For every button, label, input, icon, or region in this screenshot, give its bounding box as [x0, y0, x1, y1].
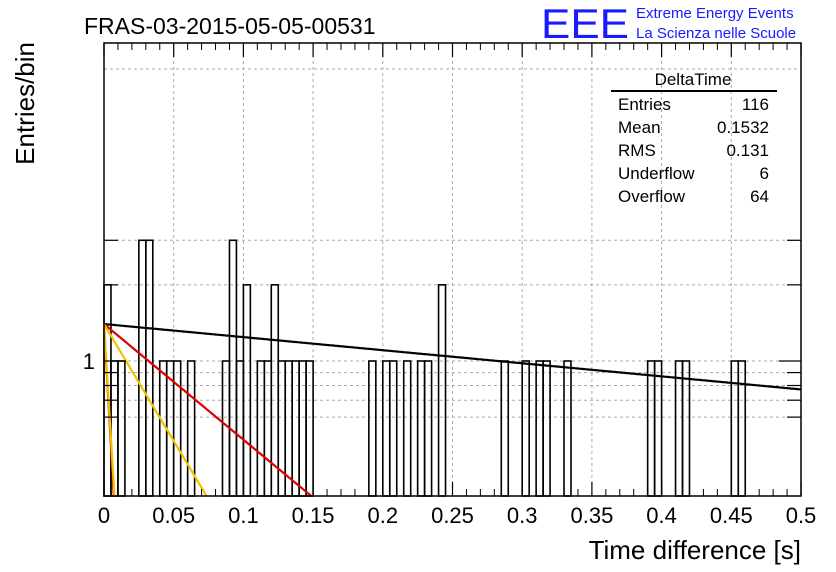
- stats-row: Mean 0.1532: [618, 118, 769, 137]
- y-axis-label: Entries/bin: [10, 42, 40, 165]
- stats-label: Entries: [618, 95, 671, 114]
- stats-box: DeltaTime Entries 116 Mean 0.1532 RMS 0.…: [611, 70, 777, 206]
- fit-curve: [103, 322, 802, 391]
- stats-title: DeltaTime: [655, 70, 732, 89]
- chart-title: FRAS-03-2015-05-05-00531: [84, 13, 376, 39]
- stats-label: Mean: [618, 118, 661, 137]
- stats-label: Underflow: [618, 164, 695, 183]
- stats-row: Entries 116: [618, 95, 769, 114]
- x-tick-label: 0.3: [507, 503, 538, 528]
- eee-logo-mark: EEE: [541, 0, 629, 47]
- eee-logo: EEE Extreme Energy Events La Scienza nel…: [541, 0, 796, 47]
- x-axis-label: Time difference [s]: [589, 535, 801, 565]
- stats-value: 64: [750, 187, 769, 206]
- stats-row: RMS 0.131: [618, 141, 769, 160]
- eee-logo-line1: Extreme Energy Events: [636, 5, 794, 22]
- stats-row: Overflow 64: [618, 187, 769, 206]
- eee-logo-line2: La Scienza nelle Scuole: [636, 25, 796, 42]
- x-tick-label: 0.2: [368, 503, 399, 528]
- y-tick-label: 1: [83, 349, 95, 374]
- stats-value: 0.131: [726, 141, 769, 160]
- gridlines: [104, 43, 801, 496]
- axis-ticks: [103, 43, 802, 496]
- x-tick-label: 0.35: [570, 503, 613, 528]
- stats-value: 0.1532: [717, 118, 769, 137]
- stats-value: 6: [760, 164, 769, 183]
- x-tick-label: 0.1: [228, 503, 259, 528]
- y-tick-labels: 1: [83, 349, 95, 374]
- x-tick-label: 0.4: [646, 503, 677, 528]
- x-tick-label: 0.05: [152, 503, 195, 528]
- fit-curve: [102, 323, 116, 496]
- stats-label: Overflow: [618, 187, 686, 206]
- stats-value: 116: [742, 95, 769, 114]
- x-tick-label: 0.5: [786, 503, 817, 528]
- x-tick-labels: 0 0.05 0.1 0.15 0.2 0.25 0.3 0.35 0.4 0.45 0.5: [98, 503, 816, 528]
- stats-row: Underflow 6: [618, 164, 769, 183]
- x-tick-label: 0: [98, 503, 110, 528]
- stats-label: RMS: [618, 141, 656, 160]
- fit-curve: [103, 323, 208, 497]
- x-tick-label: 0.15: [292, 503, 335, 528]
- fit-curves: [102, 322, 802, 497]
- x-tick-label: 0.25: [431, 503, 474, 528]
- x-tick-label: 0.45: [710, 503, 753, 528]
- fit-curve: [103, 323, 312, 497]
